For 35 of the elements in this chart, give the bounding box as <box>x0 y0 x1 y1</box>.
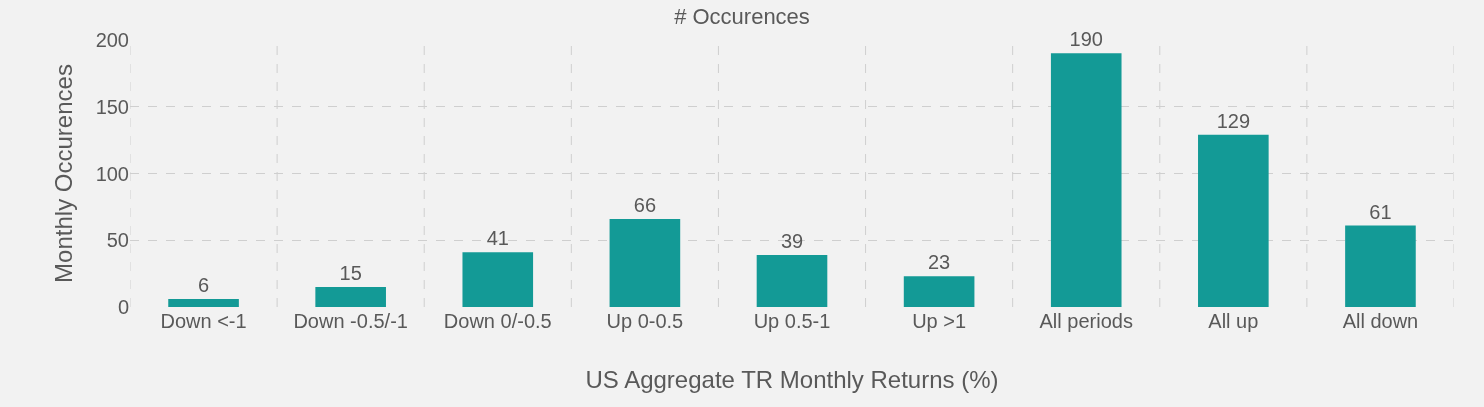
x-tick-label: Down 0/-0.5 <box>443 310 552 332</box>
data-label: 41 <box>486 227 509 250</box>
bar <box>1050 53 1122 307</box>
data-label: 39 <box>780 229 804 252</box>
x-tick-label: All down <box>1342 310 1419 332</box>
x-tick-label: Down <-1 <box>160 310 247 332</box>
bar <box>168 298 239 307</box>
data-label: 66 <box>633 193 657 216</box>
x-tick-label: All periods <box>1039 310 1133 332</box>
y-tick-label: 50 <box>106 229 129 252</box>
x-tick-label: Up 0.5-1 <box>753 310 831 332</box>
data-label: 15 <box>339 261 362 284</box>
chart-title: # Occurences <box>674 3 810 29</box>
bar <box>1345 225 1416 307</box>
y-tick-label: 0 <box>117 296 129 318</box>
data-label: 190 <box>1069 28 1103 51</box>
y-tick-label: 150 <box>95 95 129 118</box>
bar <box>903 276 975 307</box>
data-label: 6 <box>197 273 210 296</box>
data-label: 61 <box>1369 200 1392 223</box>
bar <box>462 252 534 307</box>
bar <box>756 254 828 307</box>
x-tick-label: Down -0.5/-1 <box>293 310 408 332</box>
data-label: 23 <box>927 251 951 274</box>
x-axis-title: US Aggregate TR Monthly Returns (%) <box>585 366 999 394</box>
data-label: 129 <box>1216 109 1251 132</box>
x-tick-label: Up >1 <box>912 310 967 332</box>
bar <box>315 286 386 307</box>
bar <box>609 218 681 307</box>
x-tick-label: All up <box>1208 310 1259 332</box>
y-axis-title: Monthly Occurences <box>50 64 77 283</box>
y-tick-label: 100 <box>95 162 129 185</box>
y-tick-label: 200 <box>95 29 129 51</box>
bar <box>1198 134 1269 307</box>
x-tick-label: Up 0-0.5 <box>606 310 684 332</box>
